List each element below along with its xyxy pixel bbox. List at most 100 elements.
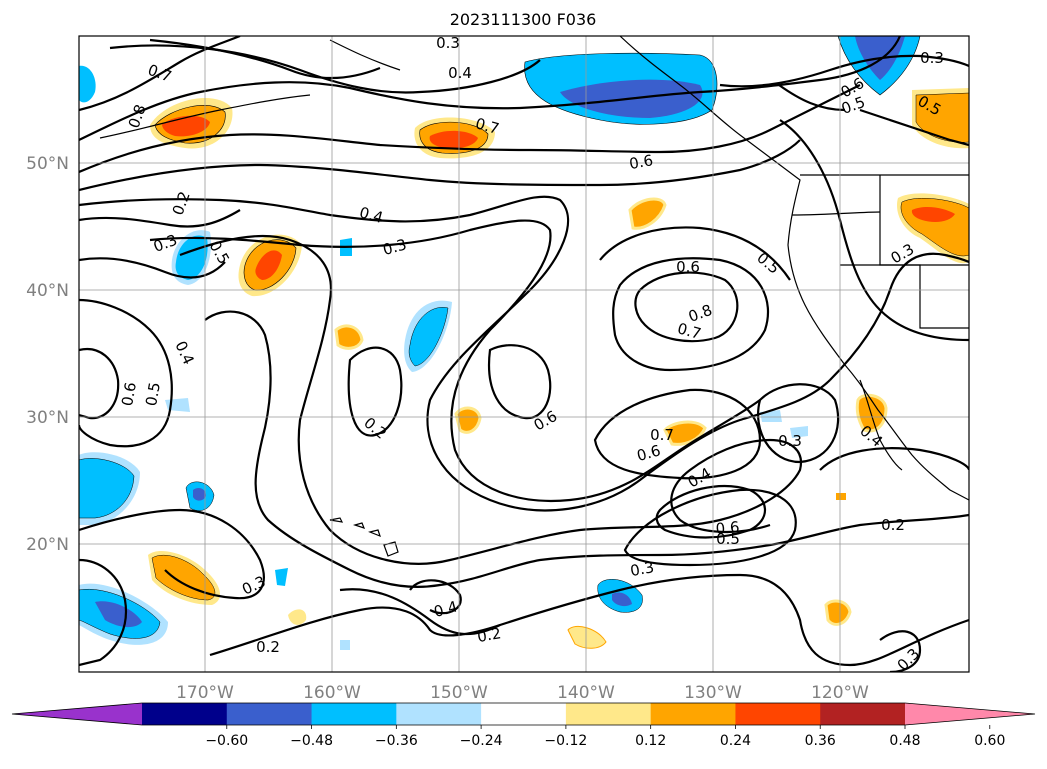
lon-label: 160°W: [303, 683, 361, 703]
contour-path: [719, 54, 969, 88]
colorbar-extend-high: [905, 703, 1035, 725]
lon-label: 130°W: [684, 683, 742, 703]
contour-label: 0.3: [436, 34, 460, 52]
colorbar-outline: [11, 702, 1036, 726]
coastline-path: [840, 264, 969, 329]
contour-label: 0.4: [448, 64, 472, 82]
contour-path: [347, 346, 403, 437]
contour-path: [593, 388, 762, 480]
contour-path: [612, 257, 770, 372]
lon-labels: 170°W 160°W 150°W 140°W 130°W 120°W: [176, 683, 869, 703]
colorbar-tick-label: −0.60: [205, 733, 248, 749]
contour-path: [655, 484, 766, 539]
lat-labels: 50°N 40°N 30°N 20°N: [26, 154, 69, 555]
contour-label: 0.7: [650, 426, 674, 444]
coastline-path: [99, 94, 311, 139]
fill-red-mid1: [429, 130, 478, 149]
colorbar-tick-label: −0.48: [290, 733, 333, 749]
contour-label: 0.7: [675, 319, 703, 343]
contour-path: [79, 298, 173, 448]
fill-blue-168: [175, 235, 208, 280]
contour-path: [599, 226, 791, 281]
coastline-path: [791, 211, 881, 216]
fill-blue-small-20: [275, 568, 288, 586]
fill-yellow-14: [567, 626, 607, 649]
contour-path: [179, 234, 803, 565]
contour-path: [487, 344, 552, 420]
contour-path: [79, 209, 241, 228]
contour-label: 0.6: [676, 258, 700, 276]
contour-path: [634, 271, 739, 343]
fill-orange-sw4: [151, 554, 216, 601]
contour-label: 0.3: [920, 49, 944, 67]
fill-orange-dot: [836, 493, 846, 500]
contour-label: 0.6: [118, 381, 140, 408]
contour-path: [778, 84, 846, 112]
contour-path: [879, 630, 922, 672]
contour-path: [819, 447, 969, 471]
colorbar-tick-label: 0.24: [720, 733, 751, 749]
colorbar-tick-label: −0.24: [460, 733, 503, 749]
coastlines: [99, 36, 969, 501]
contour-path: [79, 139, 801, 192]
contour-label: 0.2: [256, 638, 280, 656]
contour-label: 0.6: [628, 151, 655, 173]
contour-path: [79, 195, 831, 512]
fill-orange-16-120: [824, 599, 852, 626]
colorbar-tick-label: 0.36: [805, 733, 836, 749]
coastline-path: [329, 39, 401, 71]
map-frame: [78, 35, 970, 673]
map-title: 2023111300 F036: [450, 10, 597, 29]
fill-blue-nw: [79, 65, 96, 103]
contour-label: 0.2: [476, 624, 503, 646]
fill-yellow-small: [288, 609, 307, 625]
contour-label: 0.4: [432, 597, 460, 621]
fill-light-small-18: [340, 640, 350, 650]
contour-label: 0.6: [715, 518, 740, 538]
colorbar-segment: [396, 703, 482, 725]
colorbar-segment: [142, 703, 228, 725]
fill-red-160: [255, 250, 282, 280]
contour-path: [79, 84, 861, 174]
contour-path: [149, 38, 381, 80]
fill-royal-sw3: [193, 488, 206, 501]
lon-label: 140°W: [557, 683, 615, 703]
colorbar-segment: [650, 703, 736, 725]
contour-label: 0.5: [716, 530, 740, 548]
contour-path: [79, 257, 226, 279]
contour-path: [859, 108, 969, 147]
colorbar-segment: [820, 703, 906, 725]
contour-path: [209, 573, 969, 667]
map-background: [79, 36, 969, 672]
map-plot-area: 0.7 0.8 0.4 0.3 0.3 0.6 0.5 0.5 0.7 0.6 …: [79, 34, 969, 672]
fill-orange-30-150: [454, 406, 482, 434]
colorbar-segment: [565, 703, 652, 725]
contour-path: [623, 488, 797, 567]
contour-lines: [79, 36, 969, 672]
colorbar-tick-label: 0.48: [889, 733, 920, 749]
contour-path: [79, 36, 241, 112]
colorbar-tick-label: −0.12: [544, 733, 587, 749]
contour-path: [79, 36, 902, 141]
colorbar-tick-label: 0.60: [974, 733, 1005, 749]
island-path: [352, 522, 366, 529]
coastline-path: [619, 36, 969, 501]
contour-path: [409, 579, 462, 615]
contour-label: 0.5: [142, 381, 164, 408]
fill-royal-sw2: [95, 601, 142, 628]
contour-path: [79, 508, 265, 600]
colorbar-extend-low: [12, 703, 142, 725]
contour-label: 0.3: [629, 558, 656, 580]
contour-path: [779, 119, 969, 342]
lon-label: 170°W: [176, 683, 234, 703]
contour-label: 0.2: [881, 516, 905, 534]
colorbar-segment: [735, 703, 821, 725]
fill-orange-baja: [855, 393, 888, 433]
colorbar-segment: [311, 703, 397, 725]
lat-label: 20°N: [26, 535, 69, 555]
island-path: [329, 517, 344, 523]
colorbar: −0.60 −0.48 −0.36 −0.24 −0.12 0.12 0.24 0.36 0.4…: [11, 702, 1036, 749]
lat-label: 40°N: [26, 281, 69, 301]
